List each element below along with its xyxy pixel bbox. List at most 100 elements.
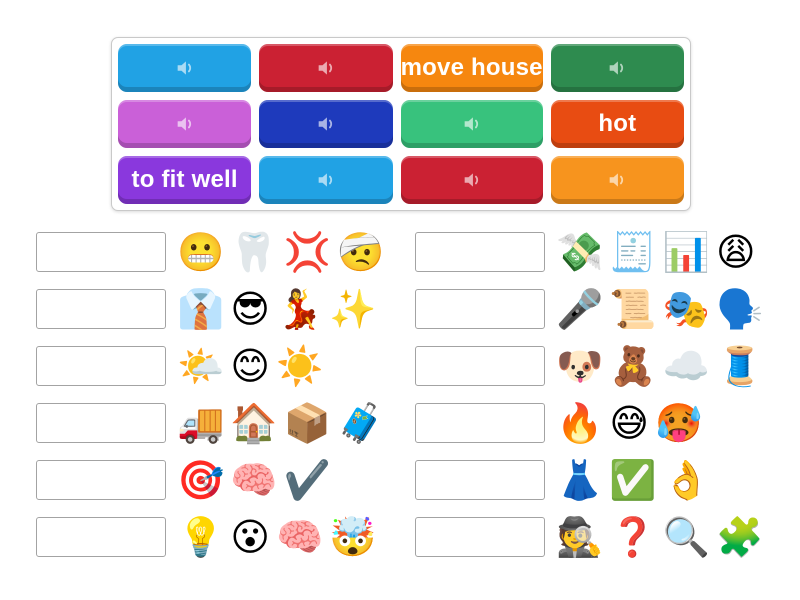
emoji-clue: 🏠 (230, 401, 278, 445)
speaker-icon (318, 117, 333, 131)
answer-slot[interactable] (36, 289, 166, 329)
emoji-clue: 🧠 (230, 458, 278, 502)
answer-slot[interactable] (415, 289, 545, 329)
emoji-clue: 👗 (556, 458, 604, 502)
audio-card[interactable] (259, 156, 393, 204)
match-row: 🎯 🧠 ✔️ (36, 460, 384, 500)
match-row: 👔 😎 💃 ✨ (36, 289, 384, 329)
emoji-clue-group[interactable]: 🎤 📜 🎭 🗣️ (556, 290, 763, 328)
emoji-clue: 👔 (177, 287, 225, 331)
emoji-clue-group[interactable]: 💡 😮 🧠 🤯 (177, 518, 377, 556)
match-row: 💸 🧾 📊 😩 (415, 232, 763, 272)
audio-card[interactable] (550, 44, 684, 92)
card-label: move house (400, 54, 543, 81)
answer-slot[interactable] (415, 403, 545, 443)
answer-slot[interactable] (415, 517, 545, 557)
emoji-clue: 😬 (177, 230, 225, 274)
emoji-clue: 🧠 (275, 515, 324, 559)
emoji-clue-group[interactable]: 🎯 🧠 ✔️ (177, 461, 331, 499)
word-card[interactable]: to fit well (118, 156, 252, 204)
audio-card[interactable] (550, 156, 684, 204)
emoji-clue: 🚚 (177, 401, 225, 445)
match-row: 😬 🦷 💢 🤕 (36, 232, 384, 272)
match-row: 🚚 🏠 📦 🧳 (36, 403, 384, 443)
emoji-clue-group[interactable]: 🕵️ ❓ 🔍 🧩 (556, 518, 763, 556)
emoji-clue-group[interactable]: 🌤️ 😊 ☀️ (177, 347, 323, 385)
card-label: to fit well (131, 166, 238, 193)
emoji-clue-group[interactable]: 🚚 🏠 📦 🧳 (177, 404, 384, 442)
answer-slot[interactable] (36, 403, 166, 443)
answer-slot[interactable] (415, 460, 545, 500)
emoji-clue: 🎯 (177, 458, 225, 502)
speaker-icon (318, 61, 333, 75)
audio-card[interactable] (400, 156, 543, 204)
match-row: 🔥 😅 🥵 (415, 403, 763, 443)
emoji-clue: 🕵️ (556, 515, 604, 559)
match-row: 💡 😮 🧠 🤯 (36, 517, 384, 557)
emoji-clue: 💢 (283, 230, 331, 274)
emoji-clue: 🔥 (556, 401, 604, 445)
emoji-clue: 😊 (230, 344, 270, 388)
emoji-clue: 🦷 (230, 230, 278, 274)
answer-slot[interactable] (36, 517, 166, 557)
emoji-clue: 💡 (177, 515, 225, 559)
speaker-icon (464, 117, 478, 131)
audio-card[interactable] (118, 100, 252, 148)
emoji-clue: 🥵 (654, 401, 703, 445)
emoji-clue: ✅ (609, 458, 657, 502)
answers-column-left: 😬 🦷 💢 🤕 👔 😎 💃 ✨ 🌤️ 😊 ☀️ 🚚 🏠 📦 🧳 🎯 🧠 ✔️ 💡 😮 🧠 🤯 (36, 232, 384, 574)
emoji-clue: 😩 (715, 230, 756, 274)
emoji-clue: ✔️ (283, 458, 331, 502)
emoji-clue: 🧸 (609, 344, 657, 388)
match-row: 👗 ✅ 👌 (415, 460, 763, 500)
emoji-clue-group[interactable]: 💸 🧾 📊 😩 (556, 233, 756, 271)
emoji-clue: ☀️ (275, 344, 324, 388)
emoji-clue-group[interactable]: 🐶 🧸 ☁️ 🧵 (556, 347, 763, 385)
speaker-icon (318, 173, 333, 187)
emoji-clue: 👌 (662, 458, 710, 502)
emoji-clue: ✨ (329, 287, 377, 331)
emoji-clue: 🌤️ (177, 344, 225, 388)
emoji-clue: 😅 (609, 401, 649, 445)
audio-card[interactable] (259, 100, 393, 148)
word-card[interactable]: hot (550, 100, 684, 148)
emoji-clue: 📊 (662, 230, 710, 274)
audio-card[interactable] (400, 100, 543, 148)
answer-slot[interactable] (36, 346, 166, 386)
emoji-clue: 🗣️ (715, 287, 764, 331)
emoji-clue: 💃 (275, 287, 324, 331)
emoji-clue: 😎 (230, 287, 270, 331)
emoji-clue: 💸 (556, 230, 604, 274)
word-card[interactable]: move house (400, 44, 543, 92)
emoji-clue: 🎤 (556, 287, 604, 331)
emoji-clue-group[interactable]: 👗 ✅ 👌 (556, 461, 710, 499)
emoji-clue: 🧳 (336, 401, 385, 445)
match-row: 🐶 🧸 ☁️ 🧵 (415, 346, 763, 386)
match-row: 🌤️ 😊 ☀️ (36, 346, 384, 386)
keywords-panel: move house hot to fit well (111, 37, 691, 211)
answer-slot[interactable] (415, 232, 545, 272)
emoji-clue: 🧩 (715, 515, 764, 559)
audio-card[interactable] (118, 44, 252, 92)
match-row: 🎤 📜 🎭 🗣️ (415, 289, 763, 329)
emoji-clue: 🤕 (336, 230, 385, 274)
emoji-clue: ❓ (609, 515, 657, 559)
answer-slot[interactable] (36, 460, 166, 500)
emoji-clue-group[interactable]: 👔 😎 💃 ✨ (177, 290, 377, 328)
emoji-clue: 🐶 (556, 344, 604, 388)
emoji-clue-group[interactable]: 😬 🦷 💢 🤕 (177, 233, 384, 271)
answers-column-right: 💸 🧾 📊 😩 🎤 📜 🎭 🗣️ 🐶 🧸 ☁️ 🧵 🔥 😅 🥵 👗 ✅ 👌 🕵️ ❓ 🔍 🧩 (415, 232, 763, 574)
speaker-icon (609, 61, 624, 75)
emoji-clue: 🤯 (329, 515, 377, 559)
speaker-icon (177, 61, 191, 75)
answer-slot[interactable] (415, 346, 545, 386)
speaker-icon (464, 173, 478, 187)
emoji-clue: 🎭 (662, 287, 710, 331)
emoji-clue: 📦 (283, 401, 331, 445)
match-row: 🕵️ ❓ 🔍 🧩 (415, 517, 763, 557)
emoji-clue-group[interactable]: 🔥 😅 🥵 (556, 404, 702, 442)
emoji-clue: 😮 (230, 515, 270, 559)
audio-card[interactable] (259, 44, 393, 92)
answer-slot[interactable] (36, 232, 166, 272)
